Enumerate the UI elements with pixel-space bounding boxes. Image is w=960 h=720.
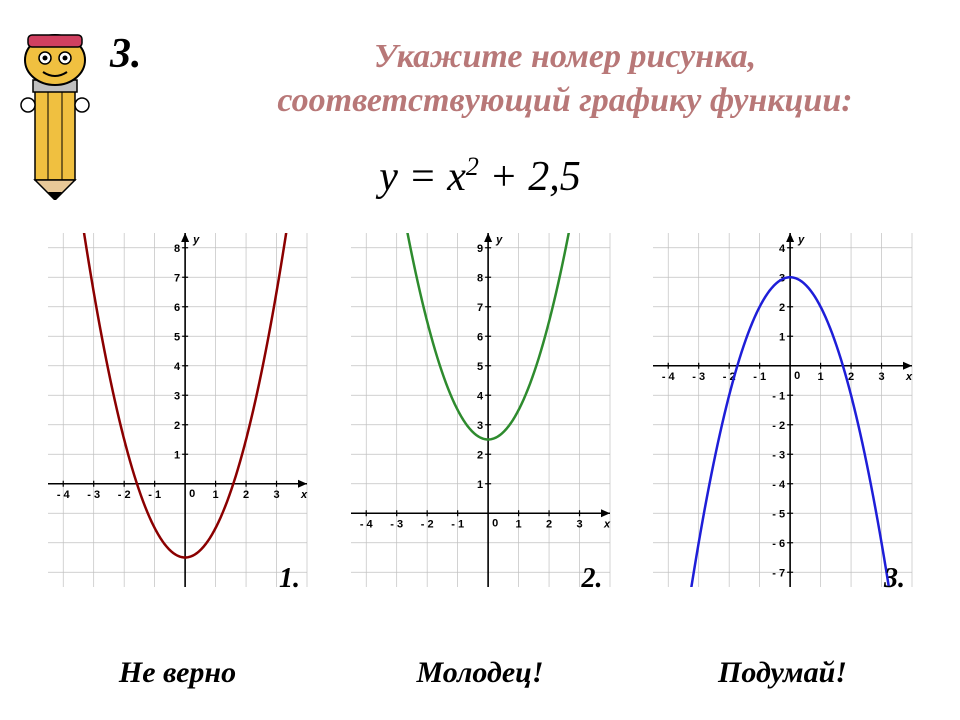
svg-text:5: 5 xyxy=(174,331,180,343)
svg-text:- 3: - 3 xyxy=(692,371,705,383)
svg-text:3: 3 xyxy=(476,420,482,432)
svg-text:4: 4 xyxy=(476,390,483,402)
svg-text:0: 0 xyxy=(794,370,800,382)
svg-text:2: 2 xyxy=(848,371,854,383)
svg-text:- 3: - 3 xyxy=(87,489,100,501)
svg-text:1: 1 xyxy=(818,371,824,383)
svg-text:- 2: - 2 xyxy=(118,489,131,501)
svg-text:- 4: - 4 xyxy=(57,489,71,501)
svg-text:- 7: - 7 xyxy=(772,567,785,579)
svg-text:1: 1 xyxy=(213,489,219,501)
svg-text:x: x xyxy=(603,518,611,530)
formula: y = x2 + 2,5 xyxy=(0,152,960,201)
svg-text:y: y xyxy=(797,234,805,246)
svg-text:7: 7 xyxy=(174,272,180,284)
chart-3-wrap[interactable]: xy0- 4- 3- 2- 1123- 7- 6- 5- 4- 3- 2- 11… xyxy=(645,225,920,600)
question-number: 3. xyxy=(110,30,142,78)
feedback-3: Подумай! xyxy=(645,656,920,690)
svg-text:1: 1 xyxy=(476,479,482,491)
chart-2: x y 0 - 4 - 3 - 2 - 1 1 2 3 1 2 3 4 5 6 7 8 9 xyxy=(343,225,618,595)
chart-1: x y 0 - 4 - 3 - 2 - 1 1 2 3 1 2 3 4 5 6 7 8 xyxy=(40,225,315,595)
svg-text:3: 3 xyxy=(576,518,582,530)
svg-text:1: 1 xyxy=(174,449,180,461)
formula-lhs: y xyxy=(379,154,398,200)
question-title: Укажите номер рисунка, соответствующий г… xyxy=(180,35,950,123)
svg-text:- 1: - 1 xyxy=(451,518,464,530)
chart-1-label: 1. xyxy=(279,563,300,595)
svg-text:- 5: - 5 xyxy=(772,508,785,520)
svg-text:2: 2 xyxy=(476,449,482,461)
svg-text:4: 4 xyxy=(779,243,786,255)
feedback-1: Не верно xyxy=(40,656,315,690)
svg-text:- 1: - 1 xyxy=(772,390,785,402)
formula-exp: 2 xyxy=(466,152,479,181)
svg-text:5: 5 xyxy=(476,361,482,373)
svg-text:3: 3 xyxy=(273,489,279,501)
svg-text:4: 4 xyxy=(174,361,181,373)
feedback-2: Молодец! xyxy=(343,656,618,690)
svg-text:- 6: - 6 xyxy=(772,538,785,550)
svg-text:- 4: - 4 xyxy=(772,479,786,491)
formula-tail: + 2,5 xyxy=(479,154,581,200)
chart-3-label: 3. xyxy=(884,563,905,595)
svg-text:2: 2 xyxy=(174,420,180,432)
svg-text:- 1: - 1 xyxy=(148,489,161,501)
svg-text:2: 2 xyxy=(779,302,785,314)
formula-eq: = xyxy=(398,154,447,200)
svg-text:- 1: - 1 xyxy=(753,371,766,383)
svg-text:0: 0 xyxy=(189,488,195,500)
svg-text:6: 6 xyxy=(174,302,180,314)
svg-text:- 2: - 2 xyxy=(420,518,433,530)
svg-text:- 4: - 4 xyxy=(359,518,373,530)
chart-1-wrap[interactable]: x y 0 - 4 - 3 - 2 - 1 1 2 3 1 2 3 4 5 6 7 8 1. xyxy=(40,225,315,600)
svg-text:6: 6 xyxy=(476,331,482,343)
charts-row: x y 0 - 4 - 3 - 2 - 1 1 2 3 1 2 3 4 5 6 7 8 1. x y 0 - 4 - 3 -… xyxy=(40,225,920,600)
svg-text:y: y xyxy=(495,234,503,246)
svg-text:x: x xyxy=(905,371,913,383)
svg-text:- 2: - 2 xyxy=(772,420,785,432)
svg-text:9: 9 xyxy=(476,243,482,255)
chart-2-wrap[interactable]: x y 0 - 4 - 3 - 2 - 1 1 2 3 1 2 3 4 5 6 7 8 9 2. xyxy=(343,225,618,600)
svg-text:1: 1 xyxy=(515,518,521,530)
svg-text:7: 7 xyxy=(476,302,482,314)
svg-text:8: 8 xyxy=(174,243,180,255)
svg-text:- 4: - 4 xyxy=(662,371,676,383)
title-line-2: соответствующий графику функции: xyxy=(277,82,852,119)
svg-text:3: 3 xyxy=(878,371,884,383)
title-line-1: Укажите номер рисунка, xyxy=(374,38,756,75)
svg-text:1: 1 xyxy=(779,331,785,343)
svg-text:y: y xyxy=(192,234,200,246)
svg-text:8: 8 xyxy=(476,272,482,284)
svg-text:0: 0 xyxy=(492,517,498,529)
svg-text:- 3: - 3 xyxy=(772,449,785,461)
svg-text:x: x xyxy=(300,489,308,501)
chart-3: xy0- 4- 3- 2- 1123- 7- 6- 5- 4- 3- 2- 11… xyxy=(645,225,920,595)
chart-2-label: 2. xyxy=(582,563,603,595)
formula-base: x xyxy=(447,154,466,200)
svg-text:- 3: - 3 xyxy=(390,518,403,530)
svg-text:2: 2 xyxy=(243,489,249,501)
svg-text:3: 3 xyxy=(174,390,180,402)
feedback-row: Не верно Молодец! Подумай! xyxy=(40,656,920,690)
svg-text:2: 2 xyxy=(545,518,551,530)
